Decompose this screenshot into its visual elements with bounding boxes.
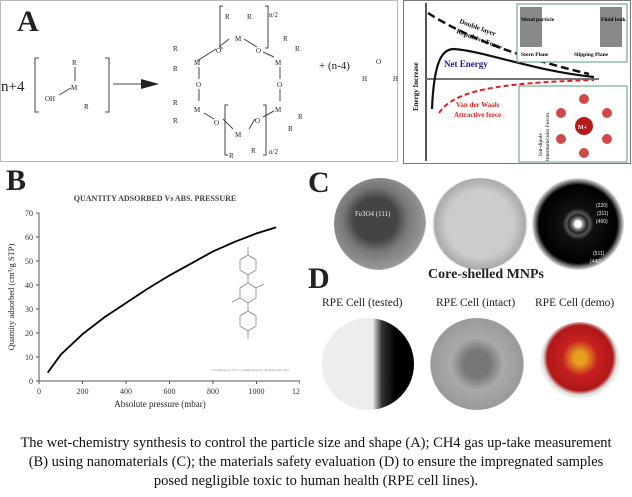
- rpe-tested-label: RPE Cell (tested): [322, 297, 403, 309]
- svg-text:M: M: [235, 35, 242, 43]
- svg-text:R: R: [173, 65, 178, 73]
- y-tick-label: 50: [25, 257, 33, 266]
- energy-diagram: Double layer Repulsive Force Net Energy …: [403, 0, 631, 164]
- svg-text:R: R: [251, 147, 256, 155]
- svg-text:Fluid bulk: Fluid bulk: [601, 17, 627, 23]
- svg-text:R: R: [225, 13, 230, 21]
- svg-text:O: O: [255, 117, 260, 125]
- svg-text:Slipping Plane: Slipping Plane: [574, 52, 609, 58]
- ion-dipole-inset: M+ Ion-dipole Intermolecular Forces: [518, 85, 628, 163]
- eye-anatomy-image: [540, 322, 620, 402]
- x-tick-label: 400: [120, 387, 132, 396]
- y-tick-label: 40: [25, 281, 33, 290]
- svg-text:O: O: [277, 81, 282, 89]
- net-energy-label: Net Energy: [444, 59, 488, 69]
- repulsive-curve: [427, 11, 590, 76]
- svg-text:Ion-dipole: Ion-dipole: [538, 133, 544, 156]
- diffraction-ring-label: (440): [590, 259, 602, 265]
- svg-text:Attractive force: Attractive force: [454, 111, 501, 119]
- panel-a-label: A: [17, 5, 39, 38]
- svg-text:R: R: [173, 99, 178, 107]
- y-tick-label: 10: [25, 353, 33, 362]
- svg-text:O: O: [376, 58, 381, 66]
- svg-text:O: O: [196, 81, 201, 89]
- svg-text:Intermolecular Forces: Intermolecular Forces: [545, 113, 551, 161]
- core-shelled-caption: Core-shelled MNPs: [428, 267, 544, 282]
- svg-text:M: M: [275, 106, 282, 114]
- panel-c-label: C: [308, 166, 330, 199]
- repeat-label: n/2: [269, 148, 278, 156]
- y-tick-label: 70: [25, 209, 33, 218]
- x-tick-label: 0: [37, 387, 41, 396]
- rpe-intact-label: RPE Cell (intact): [436, 297, 516, 309]
- svg-text:R: R: [173, 45, 178, 53]
- hrtem-image: [334, 178, 426, 270]
- molecule-structure: [231, 247, 265, 339]
- net-energy-curve: [430, 47, 595, 110]
- svg-text:R: R: [288, 125, 293, 133]
- attractive-curve: [438, 79, 595, 114]
- y-tick-label: 0: [29, 377, 33, 386]
- diffraction-ring-label: (311): [597, 211, 609, 217]
- svg-text:M: M: [235, 131, 242, 139]
- atom-label: OH: [45, 95, 55, 103]
- svg-text:R: R: [298, 113, 303, 121]
- svg-text:R: R: [173, 117, 178, 125]
- y-axis-label: Energy Increase: [412, 62, 420, 111]
- x-axis-label: Absolute pressure (mbar): [114, 399, 205, 409]
- svg-text:O: O: [214, 119, 219, 127]
- svg-text:O: O: [256, 47, 261, 55]
- rpe-intact-image: [430, 318, 524, 410]
- x-tick-label: 800: [207, 387, 219, 396]
- lattice-label: Fe3O4 (111): [355, 210, 391, 218]
- svg-text:M: M: [194, 59, 201, 67]
- saed-pattern-image: [532, 178, 624, 270]
- y-tick-label: 20: [25, 329, 33, 338]
- diffraction-ring-label: (400): [596, 219, 608, 225]
- diffraction-ring-label: (220): [596, 203, 608, 209]
- svg-text:Stern Plane: Stern Plane: [521, 52, 549, 58]
- svg-text:H: H: [362, 75, 367, 83]
- svg-text:M: M: [194, 106, 201, 114]
- atom-label: R: [72, 59, 77, 67]
- svg-text:R: R: [229, 152, 234, 160]
- molecule-caption: 2,5-diethyl-[1,1':4',1''-terphenyl]-4,4'…: [211, 368, 289, 373]
- svg-text:R: R: [295, 45, 300, 53]
- y-tick-label: 60: [25, 233, 33, 242]
- svg-text:O: O: [216, 47, 221, 55]
- figure-caption: The wet-chemistry synthesis to control t…: [20, 435, 612, 489]
- svg-text:M+: M+: [578, 125, 588, 131]
- svg-text:R: R: [283, 35, 288, 43]
- y-tick-label: 30: [25, 305, 33, 314]
- y-axis-label: Quantity adsorbed (cm³/g STP): [6, 244, 16, 351]
- chart-title: QUANTITY ADSORBED Vs ABS. PRESSURE: [74, 194, 237, 203]
- panel-b-label: B: [6, 164, 27, 197]
- rpe-tested-image: [322, 318, 414, 410]
- repeat-label: n/2: [269, 11, 278, 19]
- svg-text:R: R: [247, 13, 252, 21]
- x-tick-label: 600: [164, 387, 176, 396]
- diffraction-ring-label: (511): [593, 251, 605, 257]
- svg-text:M: M: [275, 59, 282, 67]
- x-tick-label: 200: [77, 387, 89, 396]
- reaction-arrow: [141, 79, 159, 89]
- reactant-coefficient: n+4: [1, 79, 25, 95]
- x-tick-label: 1000: [249, 387, 265, 396]
- x-tick-label: 1200: [292, 387, 300, 396]
- rpe-demo-label: RPE Cell (demo): [535, 297, 615, 309]
- svg-text:H: H: [393, 75, 398, 83]
- svg-text:Metal particle: Metal particle: [521, 17, 555, 23]
- byproduct-coefficient: + (n-4): [319, 60, 350, 72]
- tem-image: [432, 178, 528, 270]
- stern-inset: Metal particle Fluid bulk Stern Plane Sl…: [516, 3, 628, 63]
- atom-label: M: [71, 84, 78, 92]
- adsorption-curve: [46, 226, 277, 374]
- atom-label: R: [84, 103, 89, 111]
- panel-d-label: D: [308, 262, 330, 295]
- attractive-label: Van der Waals: [456, 101, 500, 109]
